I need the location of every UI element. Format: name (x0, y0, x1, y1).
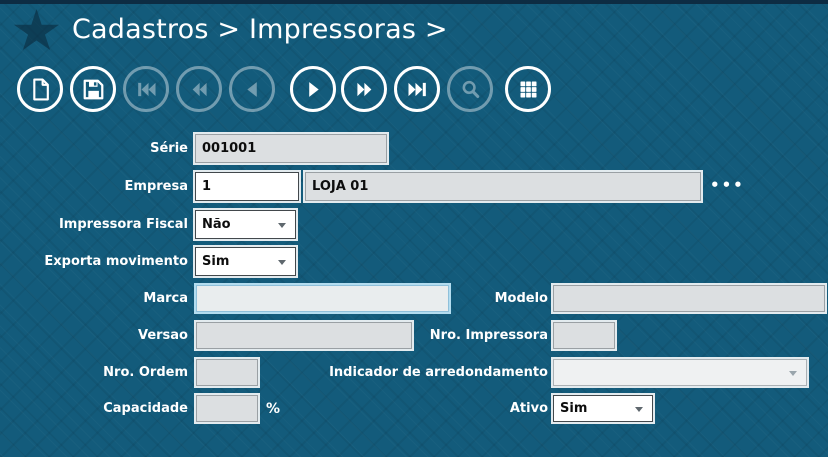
exporta-movimento-label: Exporta movimento (44, 254, 188, 269)
exporta-movimento-select[interactable]: Sim (195, 247, 296, 276)
next-icon (300, 76, 327, 103)
ativo-select[interactable]: Sim (553, 395, 653, 422)
skip-to-first-icon (133, 76, 160, 103)
document-new-icon (27, 76, 54, 103)
capacidade-label: Capacidade (103, 401, 188, 416)
ativo-value: Sim (560, 401, 588, 416)
nro-impressora-label: Nro. Impressora (429, 328, 548, 343)
empresa-lookup-button[interactable]: ••• (710, 176, 745, 194)
grid-icon (515, 76, 542, 103)
chevron-down-icon (635, 406, 643, 412)
favorite-star-icon[interactable] (13, 9, 60, 50)
last-record-button[interactable] (394, 66, 440, 112)
next-record-button[interactable] (290, 66, 336, 112)
empresa-code-input[interactable]: 1 (195, 172, 299, 201)
modelo-label: Modelo (494, 291, 548, 306)
capacidade-percent-suffix: % (266, 401, 281, 417)
marca-label: Marca (143, 291, 188, 306)
modelo-input[interactable] (553, 285, 825, 312)
save-button[interactable] (70, 66, 116, 112)
impressora-fiscal-value: Não (202, 217, 231, 232)
save-icon (80, 76, 107, 103)
impressora-fiscal-label: Impressora Fiscal (58, 217, 188, 232)
exporta-movimento-value: Sim (202, 254, 230, 269)
new-record-button[interactable] (17, 66, 63, 112)
top-accent-bar (0, 0, 828, 4)
empresa-description-field: LOJA 01 (305, 172, 701, 201)
chevron-down-icon (789, 370, 797, 376)
chevron-down-icon (278, 259, 286, 265)
nro-ordem-label: Nro. Ordem (103, 365, 188, 380)
serie-input[interactable]: 001001 (195, 134, 387, 163)
fast-backward-button (176, 66, 222, 112)
grid-view-button[interactable] (505, 66, 551, 112)
impressora-fiscal-select[interactable]: Não (195, 210, 296, 239)
empresa-label: Empresa (124, 179, 188, 194)
fast-forward-button[interactable] (341, 66, 387, 112)
nro-impressora-input[interactable] (553, 322, 615, 349)
ativo-label: Ativo (509, 401, 548, 416)
indicador-arredondamento-select[interactable] (553, 359, 807, 386)
chevron-down-icon (278, 222, 286, 228)
indicador-arredondamento-label: Indicador de arredondamento (329, 365, 548, 380)
previous-record-button (229, 66, 275, 112)
nro-ordem-input[interactable] (196, 359, 258, 386)
versao-input[interactable] (196, 322, 412, 349)
first-record-button (123, 66, 169, 112)
marca-input[interactable] (196, 285, 449, 312)
search-button (447, 66, 493, 112)
skip-to-last-icon (404, 76, 431, 103)
versao-label: Versao (137, 328, 188, 343)
fast-forward-icon (351, 76, 378, 103)
serie-label: Série (150, 141, 188, 156)
fast-backward-icon (186, 76, 213, 103)
search-icon (457, 76, 484, 103)
capacidade-input[interactable] (196, 395, 258, 422)
previous-icon (239, 76, 266, 103)
breadcrumb[interactable]: Cadastros > Impressoras > (72, 14, 448, 45)
